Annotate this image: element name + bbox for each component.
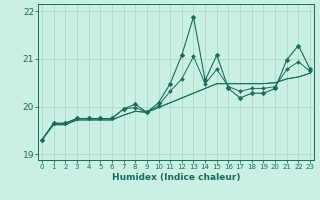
X-axis label: Humidex (Indice chaleur): Humidex (Indice chaleur)	[112, 173, 240, 182]
